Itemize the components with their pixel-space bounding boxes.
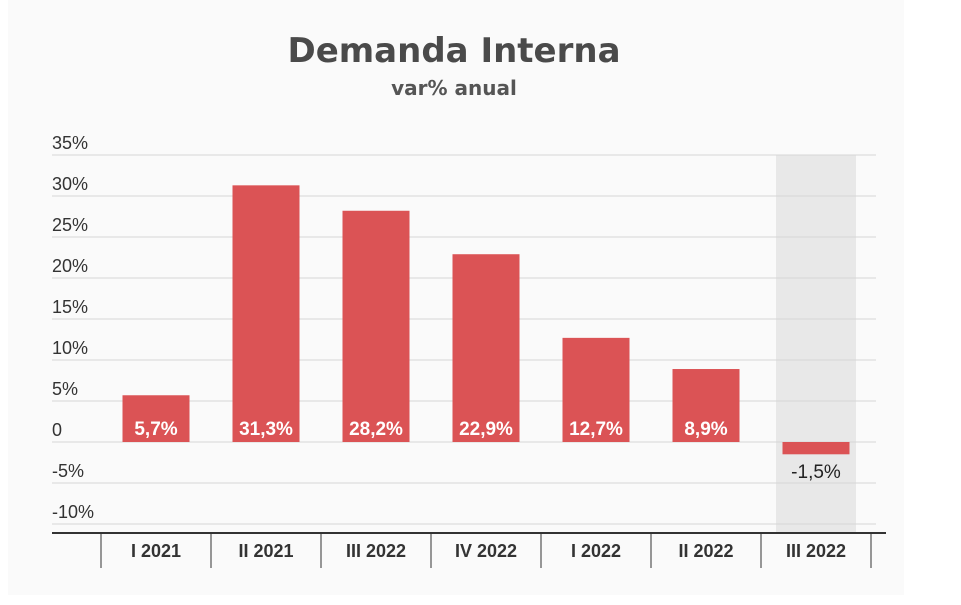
x-tick-label: II 2022 <box>678 541 733 561</box>
y-tick-label: 15% <box>52 297 88 317</box>
y-tick-label: 25% <box>52 215 88 235</box>
y-tick-label: 20% <box>52 256 88 276</box>
y-tick-label: 35% <box>52 133 88 153</box>
bar-value-label: 22,9% <box>459 419 513 440</box>
x-tick-label: II 2021 <box>238 541 293 561</box>
bar-chart: 35% 30% 25% 20% 15% 10% 5% 0 -5% -10% 5,7% 31,3% 28… <box>52 31 886 568</box>
y-tick-label: 5% <box>52 379 78 399</box>
bar <box>232 185 300 442</box>
bar-value-label: 12,7% <box>569 419 623 440</box>
bar <box>782 442 850 455</box>
x-tick-label: I 2021 <box>131 541 181 561</box>
x-tick-label: III 2022 <box>346 541 406 561</box>
highlight-band <box>776 155 856 533</box>
chart-title: Demanda Interna <box>287 31 620 71</box>
bar-value-label: 5,7% <box>134 419 177 440</box>
y-tick-label: -10% <box>52 502 94 522</box>
y-tick-label: 0 <box>52 420 62 440</box>
bar <box>342 210 410 442</box>
bar-value-label: 28,2% <box>349 419 403 440</box>
chart-subtitle: var% anual <box>391 76 517 100</box>
bar <box>562 337 630 442</box>
x-tick-label: I 2022 <box>571 541 621 561</box>
bar-value-label: -1,5% <box>791 462 841 483</box>
bar-value-label: 31,3% <box>239 419 293 440</box>
x-tick-label: III 2022 <box>786 541 846 561</box>
y-tick-label: 10% <box>52 338 88 358</box>
chart-card: 35% 30% 25% 20% 15% 10% 5% 0 -5% -10% 5,7% 31,3% 28… <box>8 0 904 595</box>
x-tick-label: IV 2022 <box>455 541 517 561</box>
bar <box>452 254 520 442</box>
bar <box>672 369 740 442</box>
y-tick-label: -5% <box>52 461 84 481</box>
bar <box>122 395 190 442</box>
y-tick-label: 30% <box>52 174 88 194</box>
bar-value-label: 8,9% <box>684 419 727 440</box>
